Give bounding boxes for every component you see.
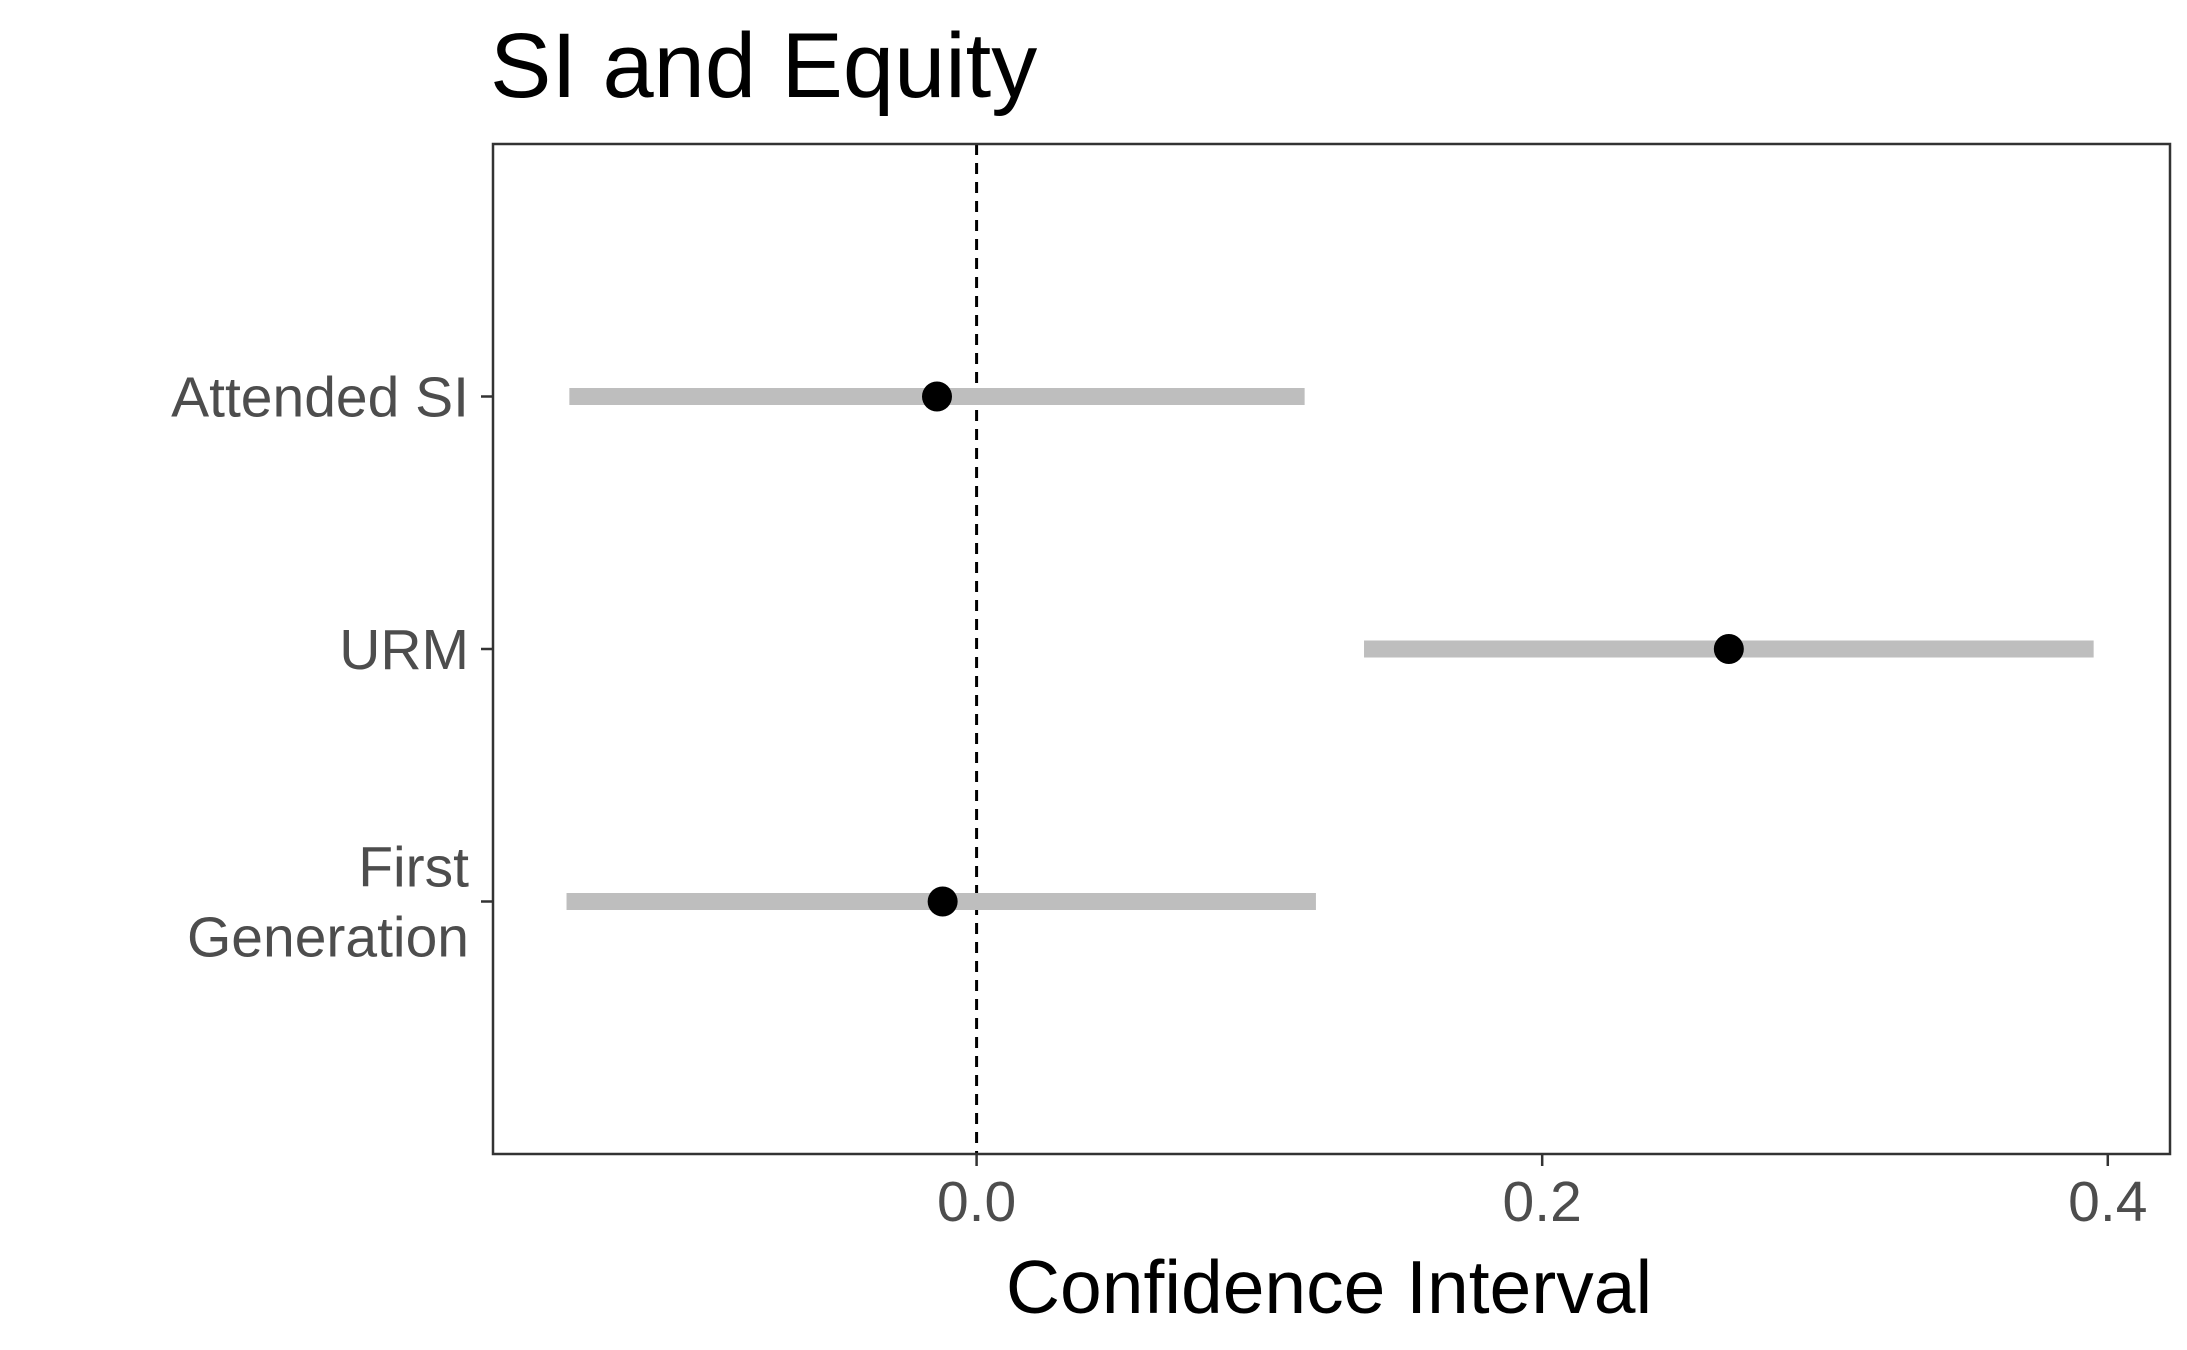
- x-axis: 0.0 0.2 0.4: [937, 1154, 2147, 1234]
- point-estimate: [927, 886, 958, 917]
- y-tick-label: Generation: [187, 906, 469, 970]
- x-tick-label: 0.2: [1503, 1170, 1582, 1234]
- x-tick-label: 0.0: [937, 1170, 1016, 1234]
- chart-title: SI and Equity: [490, 15, 1037, 117]
- y-tick-label: Attended SI: [171, 366, 469, 430]
- y-tick-label: First: [358, 836, 469, 900]
- x-axis-title: Confidence Interval: [1006, 1245, 1652, 1329]
- y-tick-label: URM: [339, 618, 469, 682]
- point-estimate: [921, 381, 952, 412]
- x-tick-label: 0.4: [2068, 1170, 2147, 1234]
- plot-area: [566, 144, 2094, 1154]
- point-estimate: [1713, 634, 1744, 664]
